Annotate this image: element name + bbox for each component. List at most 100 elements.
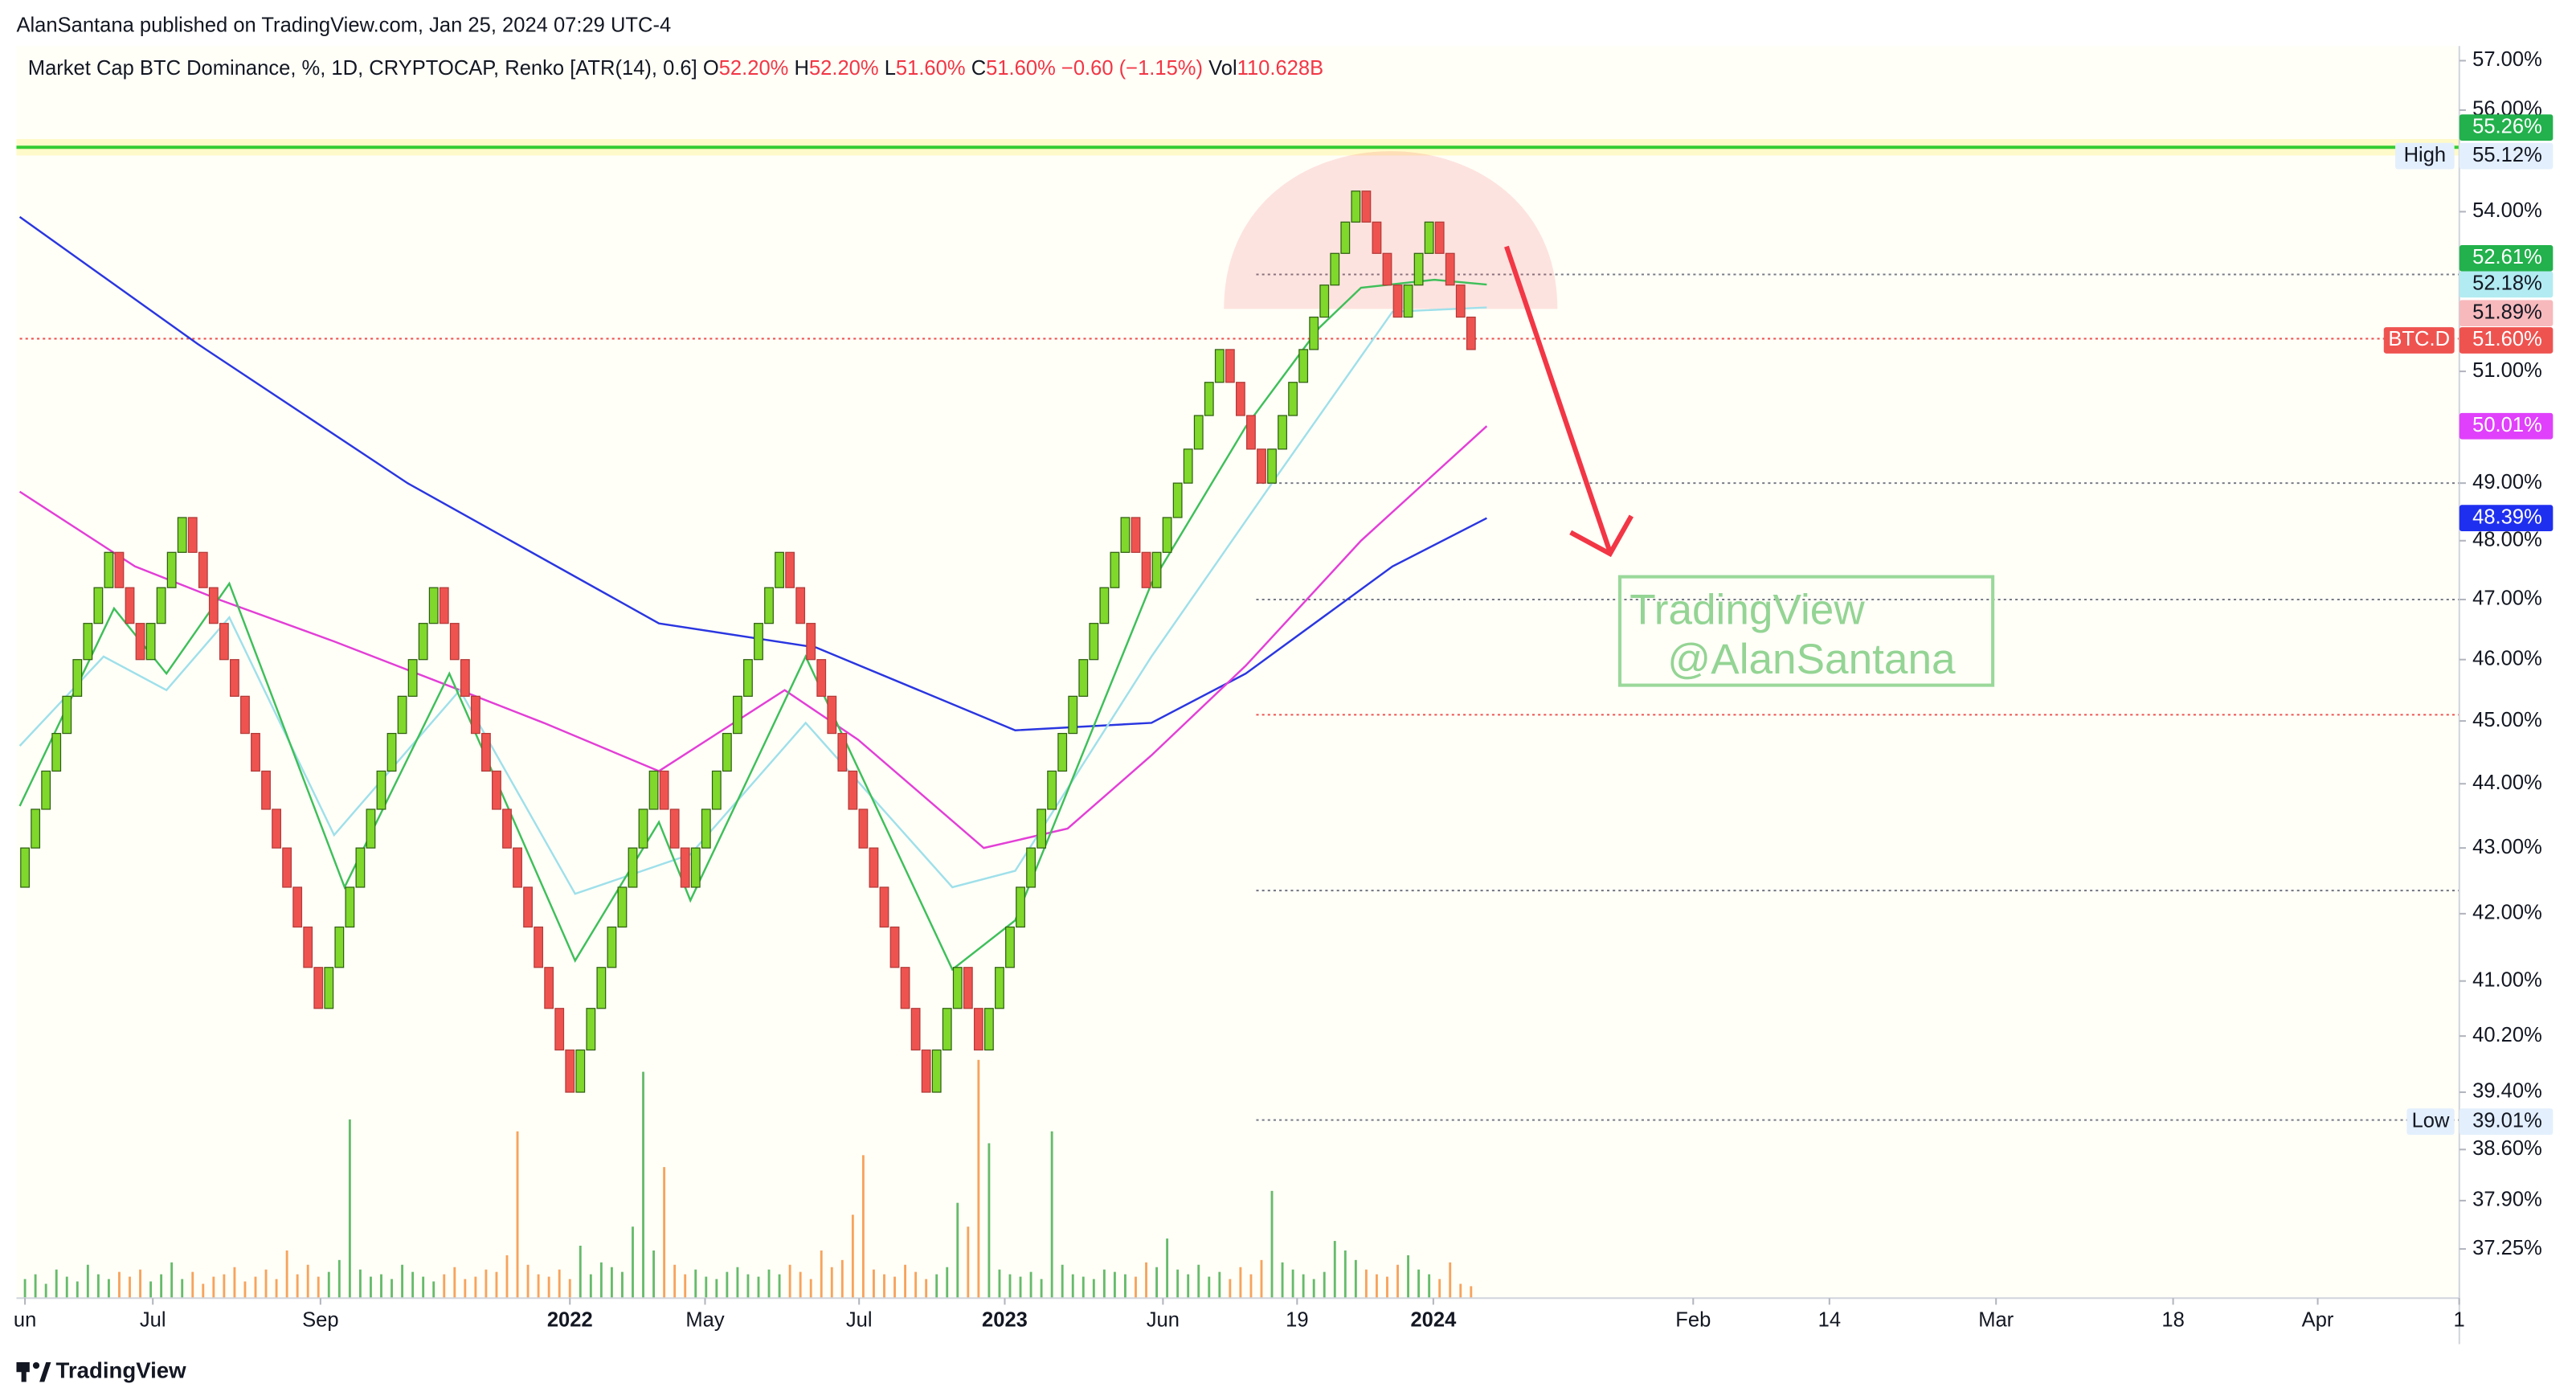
price-tag bbox=[2459, 412, 2554, 440]
volume-bar bbox=[1029, 1271, 1032, 1299]
brick bbox=[869, 847, 879, 888]
volume-bar bbox=[1459, 1283, 1462, 1299]
brick bbox=[376, 770, 386, 810]
y-tick-label: 57.00% bbox=[2472, 48, 2542, 71]
brick bbox=[334, 926, 345, 968]
volume-bar bbox=[306, 1264, 309, 1299]
ma-line bbox=[18, 215, 1487, 731]
brick bbox=[837, 732, 848, 772]
brick bbox=[1455, 285, 1466, 318]
brick bbox=[1298, 349, 1309, 383]
brick bbox=[460, 659, 470, 697]
y-tick-label: 37.25% bbox=[2472, 1237, 2542, 1259]
volume-bar bbox=[851, 1214, 854, 1299]
volume-bar bbox=[129, 1276, 131, 1299]
brick bbox=[554, 1008, 565, 1051]
brick bbox=[187, 517, 198, 553]
brick bbox=[219, 623, 229, 661]
volume-bar bbox=[170, 1262, 174, 1299]
y-tick-label: 37.90% bbox=[2472, 1189, 2542, 1211]
volume-bar bbox=[1249, 1274, 1253, 1299]
brick bbox=[230, 659, 239, 697]
volume-bar bbox=[925, 1279, 928, 1299]
logo-part bbox=[32, 1361, 40, 1369]
volume-bar bbox=[914, 1271, 918, 1299]
volume-bar bbox=[883, 1274, 885, 1299]
y-tick-label: 41.00% bbox=[2472, 968, 2542, 991]
brick bbox=[942, 1008, 952, 1051]
volume-bar bbox=[254, 1276, 257, 1299]
brick bbox=[743, 659, 753, 697]
volume-bar bbox=[275, 1279, 278, 1299]
brick bbox=[282, 847, 292, 888]
brick bbox=[879, 886, 889, 928]
vol-label: Vol bbox=[1208, 57, 1237, 80]
volume-bar bbox=[684, 1274, 687, 1299]
brick bbox=[125, 587, 135, 624]
volume-bar bbox=[390, 1279, 393, 1299]
volume-bar bbox=[1239, 1267, 1242, 1299]
tag-name-box bbox=[2406, 1108, 2455, 1135]
volume-bar bbox=[861, 1155, 865, 1299]
volume-bar bbox=[1008, 1274, 1012, 1299]
volume-bar bbox=[820, 1250, 823, 1299]
close: 51.60% bbox=[986, 57, 1056, 80]
y-tick-label: 42.00% bbox=[2472, 902, 2542, 924]
volume-bar bbox=[1438, 1279, 1441, 1299]
brick bbox=[963, 967, 973, 1009]
volume-bar bbox=[181, 1279, 184, 1299]
x-tick-label: Feb bbox=[1675, 1309, 1711, 1332]
brick bbox=[1151, 551, 1162, 588]
volume-bar bbox=[694, 1269, 697, 1299]
volume-bar bbox=[401, 1264, 404, 1299]
brick bbox=[1288, 382, 1298, 416]
volume-bar bbox=[1061, 1264, 1064, 1299]
y-tick-label: 39.40% bbox=[2472, 1080, 2542, 1103]
y-tick-label: 49.00% bbox=[2472, 471, 2542, 493]
volume-bar bbox=[1291, 1269, 1294, 1299]
y-tick-label: 47.00% bbox=[2472, 587, 2542, 610]
high: 52.20% bbox=[809, 57, 879, 80]
volume-bar bbox=[1449, 1262, 1452, 1299]
brick bbox=[439, 587, 449, 624]
volume-bar bbox=[1364, 1269, 1368, 1299]
volume-bar bbox=[526, 1264, 530, 1299]
volume-bar bbox=[998, 1269, 1001, 1299]
volume-bar bbox=[411, 1271, 415, 1299]
volume-bar bbox=[1333, 1241, 1336, 1299]
volume-bar bbox=[1145, 1262, 1147, 1299]
volume-bar bbox=[212, 1276, 215, 1299]
volume-bar bbox=[1343, 1250, 1347, 1299]
volume-bar bbox=[935, 1274, 938, 1299]
brick bbox=[492, 770, 501, 810]
brick bbox=[1141, 551, 1151, 588]
watermark: @AlanSantana bbox=[1667, 636, 1956, 683]
tag-name-box bbox=[2383, 327, 2455, 354]
brick bbox=[617, 886, 628, 928]
volume-value: 110.628B bbox=[1237, 57, 1324, 80]
brick bbox=[889, 926, 900, 968]
symbol: Market Cap BTC Dominance, %, 1D, CRYPTOC… bbox=[28, 57, 697, 80]
y-tick-label: 48.00% bbox=[2472, 529, 2542, 551]
brick bbox=[921, 1049, 931, 1093]
x-tick-label: Mar bbox=[1978, 1309, 2014, 1332]
brick bbox=[575, 1049, 586, 1093]
price-tag-label: 55.26% bbox=[2472, 115, 2542, 137]
h-label: H bbox=[794, 57, 808, 80]
volume-bar bbox=[1281, 1262, 1284, 1299]
brick bbox=[418, 623, 428, 661]
brick bbox=[1131, 517, 1141, 553]
brick bbox=[407, 659, 418, 697]
volume-bar bbox=[327, 1271, 330, 1299]
volume-bar bbox=[830, 1267, 833, 1299]
brick bbox=[31, 808, 41, 849]
brick bbox=[827, 695, 837, 735]
price-tag-label: 51.89% bbox=[2472, 301, 2542, 323]
levels bbox=[16, 139, 2459, 1121]
brick bbox=[93, 587, 104, 624]
x-tick-label: Jul bbox=[140, 1309, 166, 1332]
arrow bbox=[1504, 245, 1613, 553]
brick bbox=[628, 847, 638, 888]
volume-bar bbox=[55, 1269, 58, 1299]
